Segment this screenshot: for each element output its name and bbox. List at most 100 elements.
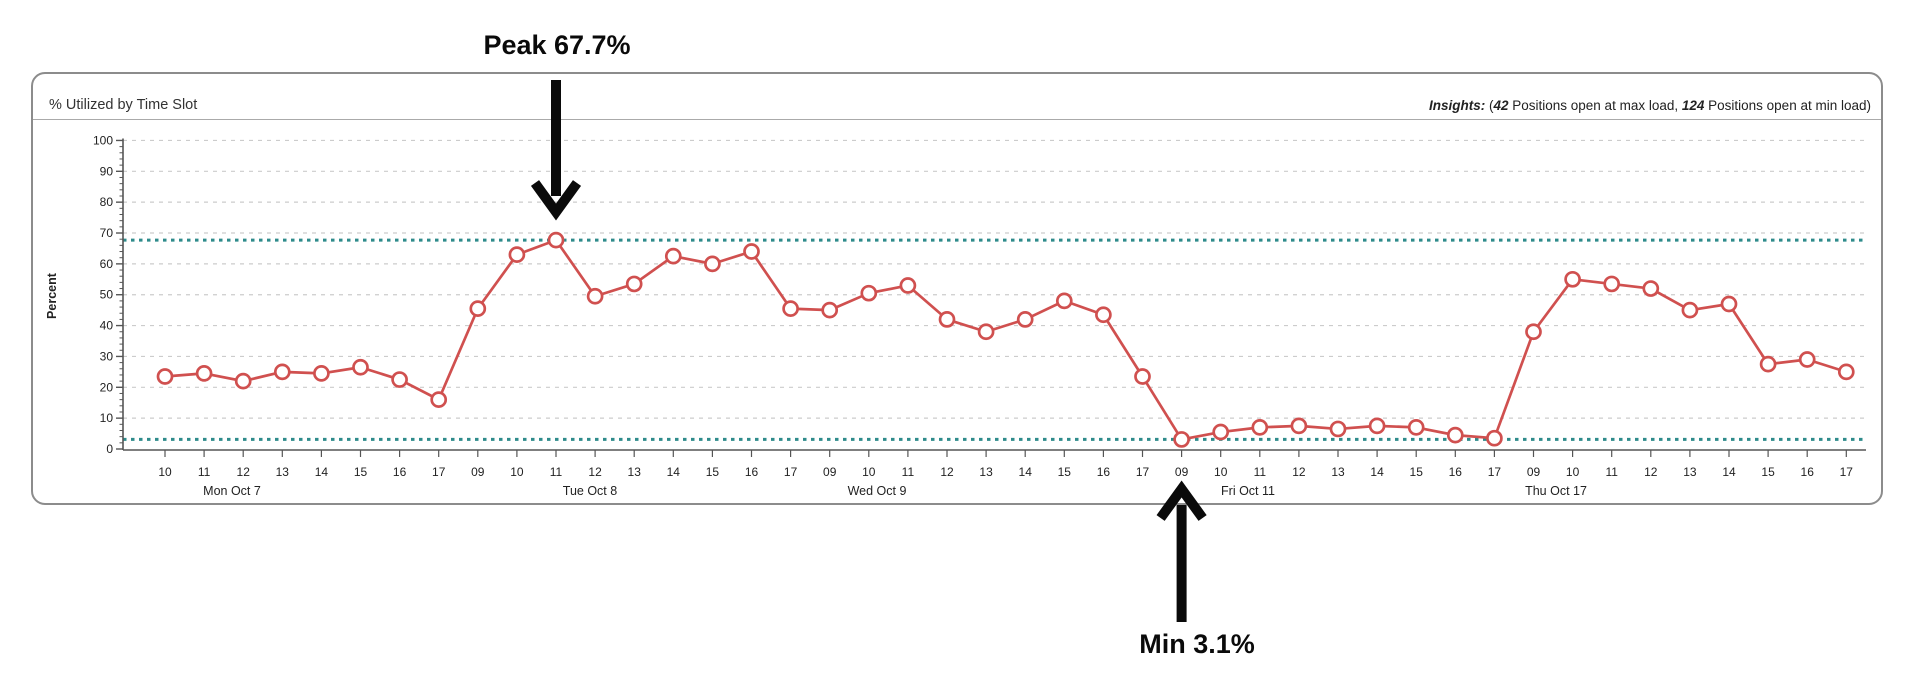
hour-label: 13 [1331,465,1345,479]
insights-text: Insights: (42 Positions open at max load… [1429,98,1871,113]
hour-label: 12 [1292,465,1306,479]
y-tick-label: 30 [100,349,114,363]
hour-label: 13 [1683,465,1697,479]
hour-label: 17 [1840,465,1854,479]
chart-point[interactable] [1329,420,1347,438]
hour-label: 15 [706,465,720,479]
hour-label: 17 [784,465,798,479]
chart-point[interactable] [352,358,369,376]
peak-arrow-icon-head [530,180,582,221]
chart-point[interactable] [1720,295,1738,313]
chart-point[interactable] [1446,426,1464,444]
insights-max-text: Positions open at max load, [1508,98,1682,113]
chart-point[interactable] [1016,311,1034,328]
insights-label: Insights: [1428,98,1486,113]
day-label: Tue Oct 8 [563,484,617,498]
y-tick-label: 80 [100,195,114,209]
chart-point[interactable] [821,301,839,319]
y-tick-label: 100 [93,133,113,147]
chart-point[interactable] [1212,423,1230,441]
chart-point[interactable] [1368,417,1386,435]
hour-label: 13 [276,465,290,479]
hour-label: 16 [1449,465,1463,479]
hour-label: 16 [745,465,759,479]
hour-label: 10 [1566,465,1580,479]
chart-point[interactable] [1837,363,1855,381]
chart-point[interactable] [1759,355,1777,373]
hour-label: 12 [940,465,954,479]
chart-point[interactable] [1095,306,1112,324]
hour-label: 11 [1605,465,1618,479]
chart-point[interactable] [743,243,760,260]
chart-point[interactable] [313,365,330,382]
hour-label: 14 [315,465,329,479]
chart-point[interactable] [938,311,956,328]
hour-label: 14 [1370,465,1384,479]
chart-point[interactable] [977,323,995,341]
hour-label: 15 [354,465,368,479]
panel-title: % Utilized by Time Slot [49,97,198,113]
chart-point[interactable] [1290,417,1308,435]
chart-point[interactable] [1798,351,1816,368]
chart-point[interactable] [1564,270,1581,288]
series-line [164,238,1847,441]
chart-point[interactable] [1407,419,1425,436]
chart-point[interactable] [1525,323,1542,341]
chart-point[interactable] [1486,429,1503,447]
hour-label: 17 [1488,465,1502,479]
hour-label: 11 [198,465,211,479]
utilization-panel: % Utilized by Time Slot Insights: (42 Po… [31,72,1883,505]
hour-label: 14 [1722,465,1736,479]
hour-label: 12 [1644,465,1658,479]
hour-label: 16 [1801,465,1815,479]
y-axis-title: Percent [45,272,59,319]
y-tick-label: 40 [100,319,114,333]
hour-label: 10 [510,465,524,479]
hour-label: 15 [1058,465,1072,479]
hour-label: 09 [823,465,837,479]
chart-point[interactable] [469,300,487,317]
chart-point[interactable] [625,275,643,293]
hour-label: 09 [1175,465,1189,479]
chart-point[interactable] [1251,419,1269,436]
min-arrow-icon-head [1156,480,1207,521]
insights-open-paren: ( [1485,98,1494,113]
chart-point[interactable] [547,231,565,249]
y-tick-label: 70 [100,226,114,240]
hour-label: 14 [667,465,681,479]
chart-point[interactable] [234,372,252,390]
hour-label: 15 [1761,465,1775,479]
chart-point[interactable] [1173,431,1190,448]
hour-label: 12 [237,465,251,479]
day-label: Thu Oct 17 [1525,484,1587,498]
chart-point[interactable] [430,391,448,408]
chart-point[interactable] [156,368,174,385]
chart-point[interactable] [586,287,604,305]
y-tick-label: 20 [100,380,114,394]
chart-point[interactable] [195,365,213,382]
peak-annotation-label: Peak 67.7% [483,30,631,60]
hour-label: 16 [1097,465,1111,479]
chart-point[interactable] [782,300,799,317]
hour-label: 14 [1019,465,1033,479]
chart-point[interactable] [508,246,526,263]
insights-min-count: 124 [1681,98,1705,113]
hour-label: 17 [432,465,446,479]
chart-point[interactable] [704,255,721,273]
hour-label: 11 [902,465,915,479]
hour-label: 11 [1254,465,1267,479]
chart-point[interactable] [860,284,878,302]
chart-point[interactable] [391,371,408,388]
chart-point[interactable] [1603,275,1621,293]
hour-label: 16 [393,465,407,479]
chart-point[interactable] [273,363,291,381]
chart-point[interactable] [1055,292,1073,310]
chart-point[interactable] [899,277,917,294]
chart-point[interactable] [1642,280,1660,297]
chart-point[interactable] [1681,301,1699,319]
y-tick-label: 60 [100,257,114,271]
chart-point[interactable] [1134,368,1151,385]
chart-point[interactable] [664,247,682,265]
hour-label: 10 [158,465,172,479]
